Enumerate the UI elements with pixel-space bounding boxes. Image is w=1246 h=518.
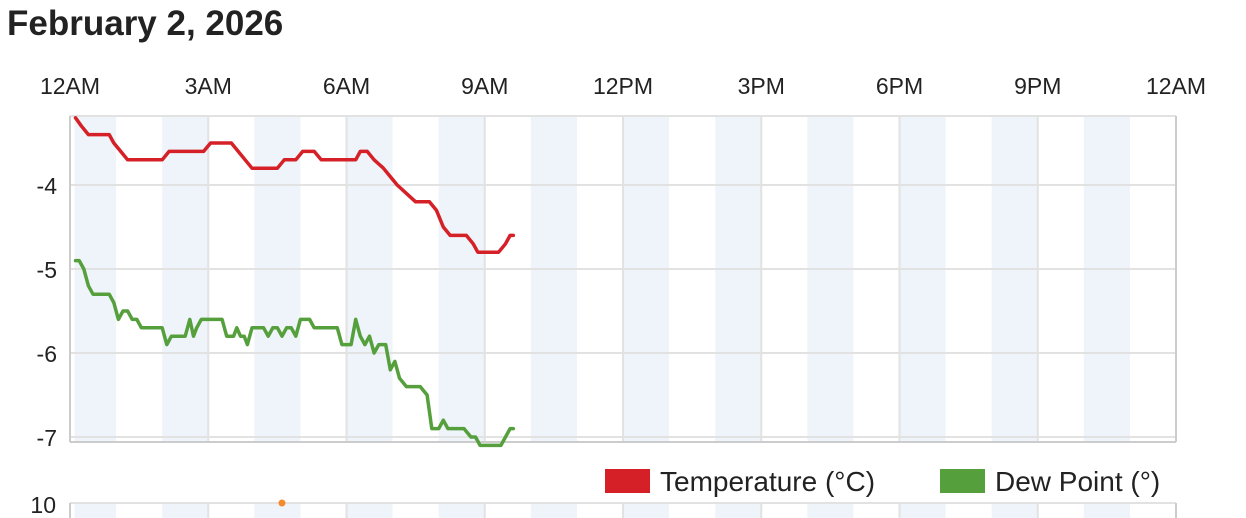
data-point-marker[interactable] — [278, 499, 286, 507]
x-tick-label: 6AM — [323, 73, 370, 99]
band-bottom-0 — [74, 503, 117, 518]
page-title: February 2, 2026 — [7, 4, 284, 43]
x-tick-label: 3AM — [185, 73, 232, 99]
band-top-10 — [991, 116, 1038, 442]
band-bottom-2 — [254, 503, 301, 518]
series-lines — [73, 116, 516, 448]
legend-label-temperature[interactable]: Temperature (°C) — [660, 466, 875, 497]
band-top-0 — [74, 116, 117, 442]
band-top-11 — [1083, 116, 1130, 442]
band-bottom-11 — [1083, 503, 1130, 518]
x-tick-label: 9PM — [1014, 73, 1061, 99]
x-tick-label: 12PM — [593, 73, 653, 99]
secondary-chart: 10 — [30, 492, 286, 518]
legend-swatch-temperature — [605, 469, 650, 493]
band-top-1 — [162, 116, 209, 442]
band-bottom-9 — [899, 503, 946, 518]
night-day-bands-bottom — [74, 503, 1130, 518]
band-bottom-6 — [623, 503, 670, 518]
legend-label-dew-point[interactable]: Dew Point (°) — [995, 466, 1160, 497]
band-top-9 — [899, 116, 946, 442]
plot-frame — [69, 115, 1177, 518]
band-top-7 — [715, 116, 762, 442]
band-bottom-1 — [162, 503, 209, 518]
y-tick-label: -4 — [37, 173, 58, 199]
x-tick-label: 3PM — [738, 73, 785, 99]
band-bottom-8 — [807, 503, 854, 518]
y-tick-label-secondary: 10 — [30, 492, 56, 518]
y-axis-tick-labels: -4 -5 -6 -7 — [37, 173, 58, 451]
y-tick-label: -5 — [37, 257, 57, 283]
x-tick-label: 6PM — [876, 73, 923, 99]
band-bottom-4 — [438, 503, 485, 518]
band-bottom-7 — [715, 503, 762, 518]
band-top-8 — [807, 116, 854, 442]
x-tick-label: 12AM — [1146, 73, 1206, 99]
band-top-2 — [254, 116, 301, 442]
band-top-6 — [623, 116, 670, 442]
band-top-3 — [346, 116, 393, 442]
night-day-bands-top — [74, 116, 1130, 442]
legend-swatch-dew-point — [940, 469, 985, 493]
band-bottom-3 — [346, 503, 393, 518]
y-tick-label: -6 — [37, 341, 57, 367]
y-tick-label: -7 — [37, 425, 57, 451]
band-bottom-5 — [530, 503, 577, 518]
chart-legend: Temperature (°C) Dew Point (°) — [605, 466, 1160, 497]
band-bottom-10 — [991, 503, 1038, 518]
dew-point-line[interactable] — [73, 258, 516, 448]
temperature-line[interactable] — [73, 116, 516, 254]
x-tick-label: 9AM — [461, 73, 508, 99]
x-tick-label: 12AM — [40, 73, 100, 99]
band-top-4 — [438, 116, 485, 442]
x-axis-tick-labels: 12AM 3AM 6AM 9AM 12PM 3PM 6PM 9PM 12AM — [40, 73, 1206, 99]
band-top-5 — [530, 116, 577, 442]
vertical-gridlines — [207, 116, 1039, 518]
